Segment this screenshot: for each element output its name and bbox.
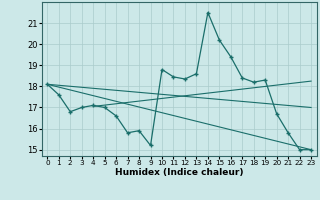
X-axis label: Humidex (Indice chaleur): Humidex (Indice chaleur) [115,168,244,177]
